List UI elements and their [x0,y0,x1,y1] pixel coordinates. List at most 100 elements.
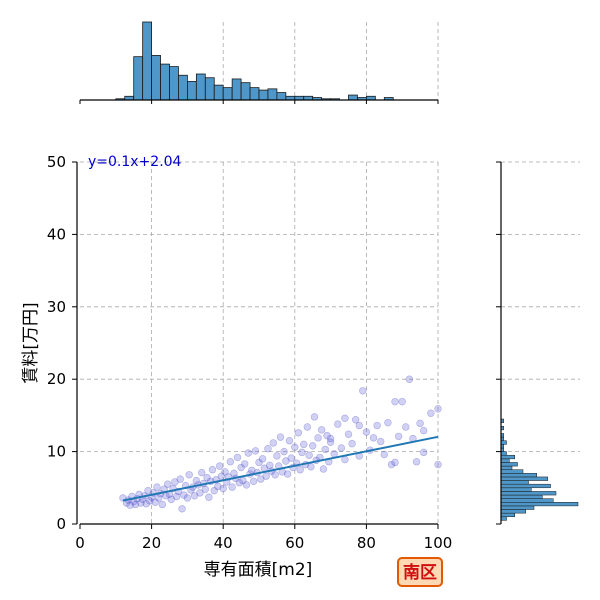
scatter-point [310,413,319,421]
top-hist-bar [133,56,144,101]
x-axis-title: 専有面積[m2] [204,560,313,580]
top-hist-bar [169,66,179,101]
scatter-point [326,438,335,446]
scatter-point [369,434,378,442]
scatter-point [355,421,363,430]
scatter-point [215,462,224,470]
x-tick-label: 100 [424,534,453,552]
scatter-point [334,420,342,428]
scatter-point [280,447,288,456]
top-hist-bar [186,81,197,101]
scatter-point [237,463,245,472]
scatter-point [384,418,392,427]
scatter-point [296,466,304,474]
scatter-point [298,448,306,457]
scatter-point [226,458,235,466]
right-hist-bar [500,440,507,445]
scatter-point [167,495,175,504]
scatter-point [240,460,249,468]
scatter-point [201,485,210,493]
y-axis-title: 賃料[万円] [21,302,41,383]
scatter-point [183,494,192,502]
scatter-point [319,465,328,473]
scatter-point [359,387,367,395]
scatter-point [172,492,181,501]
right-hist-bar [500,458,510,463]
scatter-point [309,442,317,450]
top-x-ticks [79,100,439,104]
right-grid [501,161,580,453]
scatter-point [341,414,349,422]
scatter-point [341,455,349,464]
scatter-point [434,405,442,413]
scatter-point [276,433,285,441]
scatter-point [151,498,159,506]
top-hist-bar [348,94,358,101]
scatter-point [131,500,140,509]
scatter-point [258,455,267,463]
right-hist-bar [500,462,518,467]
scatter-point [419,426,428,435]
scatter-point [269,439,278,447]
scatter-point [373,421,381,430]
scatter-point [402,423,410,431]
scatter-point [251,447,260,455]
main-y-ticks: 0 10 20 30 40 50 [47,153,77,533]
scatter-point [305,451,313,459]
scatter-point [294,429,303,437]
scatter-point [427,409,435,417]
y-tick-label: 50 [47,153,66,171]
scatter-point [205,493,213,501]
scatter-point [266,461,274,470]
scatter-point [351,416,360,424]
scatter-point [323,431,331,440]
top-hist-bar [249,87,260,101]
scatter-point [283,470,292,478]
scatter-point [185,471,193,479]
scatter-point [307,463,315,471]
scatter-point [412,458,421,466]
scatter-point [282,457,290,465]
x-tick-label: 60 [285,534,304,552]
top-hist-bar [258,89,269,101]
y-tick-label: 0 [56,515,66,533]
scatter-point [416,419,424,428]
right-hist-bar [500,505,535,510]
top-hist-bar [195,73,206,101]
scatter-point [362,428,371,436]
right-hist-bar [500,454,515,460]
scatter-point [291,443,299,451]
scatter-point [300,440,308,449]
scatter-point [257,475,265,483]
right-hist-bar [500,451,507,456]
scatter-point [210,486,218,495]
scatter-point [348,439,356,448]
scatter-point [321,445,329,454]
scatter-point [158,500,167,509]
y-tick-label: 30 [47,298,66,316]
right-hist-bar [500,476,548,481]
y-tick-label: 20 [47,370,66,388]
top-hist-bar [213,84,224,101]
right-y-ticks [496,161,501,525]
region-badge-box [397,557,443,587]
scatter-point [203,473,211,482]
scatter-point [391,397,399,406]
top-hist-bar [276,92,287,101]
main-grid [80,161,439,524]
right-hist-bar [500,483,551,489]
scatter-point [142,500,150,508]
scatter-point [196,489,204,497]
right-hist-bar [500,473,537,478]
scatter-point [164,480,172,488]
top-hist-bar [267,88,278,101]
scatter-point [314,434,322,442]
top-hist-bar [151,55,161,101]
scatter-point [171,478,179,486]
scatter-point [434,460,442,469]
scatter-point [271,471,279,479]
scatter-point [221,468,229,476]
scatter-point [144,486,152,495]
regression-line [122,435,439,502]
